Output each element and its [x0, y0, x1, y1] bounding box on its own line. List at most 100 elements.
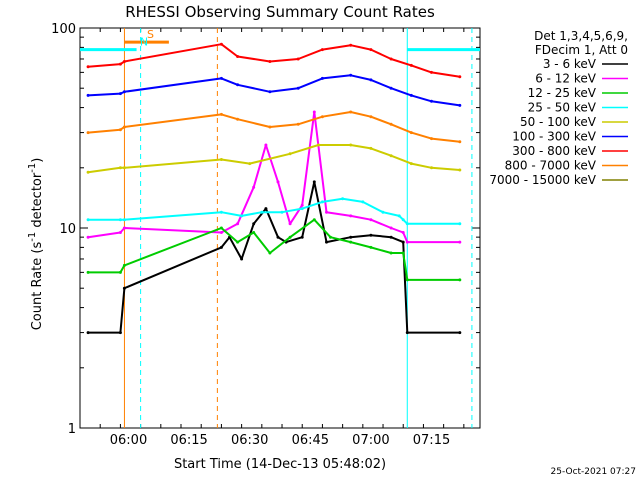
series-point [296, 122, 300, 126]
series-point [300, 207, 304, 211]
series-point [458, 222, 462, 226]
series-point [219, 231, 223, 234]
y-tick-label: 10 [59, 222, 76, 237]
series-point [349, 43, 353, 47]
series-point [236, 222, 240, 226]
series-point [325, 210, 328, 214]
series-point [430, 99, 433, 103]
series-point [86, 93, 90, 97]
series-point [268, 125, 272, 129]
series-point [389, 57, 393, 61]
series-point [122, 60, 126, 63]
series-point [369, 233, 373, 237]
series-point [122, 90, 126, 94]
series-point [312, 218, 316, 222]
x-tick-label: 06:45 [292, 433, 329, 448]
x-tick-label: 06:00 [110, 433, 147, 448]
series-point [409, 131, 413, 135]
series-point [268, 90, 272, 94]
series-point [288, 222, 292, 226]
y-axis-label-sup2: -1 [27, 163, 38, 173]
series-point [300, 203, 304, 207]
series-point [280, 210, 284, 214]
series-point [219, 226, 223, 230]
legend-header: Det 1,3,4,5,6,9, [534, 29, 628, 43]
series-point [252, 222, 256, 226]
y-axis-label-main: Count Rate (s [30, 242, 45, 331]
series-line [88, 74, 460, 107]
series-point [236, 55, 240, 58]
series-point [236, 240, 240, 244]
legend-label: 25 - 50 keV [528, 101, 597, 115]
series-point [369, 48, 373, 52]
series-point [118, 166, 122, 170]
series-point [312, 180, 316, 184]
series-point [86, 65, 90, 69]
x-tick-label: 07:15 [413, 433, 450, 448]
series-point [86, 170, 90, 174]
annotation-label: S [147, 28, 154, 41]
series-point [219, 112, 223, 116]
series-point [86, 235, 90, 239]
legend-label: 12 - 25 keV [528, 86, 597, 100]
chart-title: RHESSI Observing Summary Count Rates [125, 3, 435, 21]
series-point [349, 73, 353, 77]
footer-timestamp: 25-Oct-2021 07:27 [551, 467, 636, 477]
series-point [458, 103, 462, 107]
series-point [405, 240, 409, 244]
series-point [369, 78, 373, 82]
series-point [236, 83, 240, 87]
series-point [240, 214, 244, 218]
series-point [316, 143, 320, 147]
series-point [409, 162, 413, 166]
series-point [252, 185, 256, 189]
series-point [268, 251, 272, 255]
legend-label: 100 - 300 keV [512, 130, 596, 144]
series-point [118, 128, 122, 132]
series-point [260, 210, 264, 214]
legend-label: 300 - 800 keV [512, 144, 596, 158]
x-tick-label: 07:00 [352, 433, 389, 448]
plot-area: 1 10 100 06:00 06:15 06:30 06:45 07:00 07:15 SN [51, 22, 481, 448]
series-point [320, 115, 324, 119]
series-point [276, 235, 280, 239]
annotation-label: N [140, 36, 148, 49]
x-axis-label: Start Time (14-Dec-13 05:48:02) [174, 457, 386, 472]
series-point [122, 226, 126, 230]
series-point [458, 140, 462, 144]
series-point [118, 62, 122, 66]
series-point [118, 231, 122, 234]
series-point [122, 263, 126, 267]
series-point [430, 137, 433, 141]
series-point [349, 143, 353, 147]
x-tick-label: 06:30 [231, 433, 268, 448]
series-point [325, 240, 328, 244]
series-point [86, 331, 90, 335]
series-line [88, 111, 460, 143]
series-line [87, 111, 460, 244]
series-point [236, 117, 240, 121]
series-point [369, 146, 373, 150]
series-point [122, 218, 126, 222]
series-point [240, 257, 244, 261]
series-point [401, 240, 405, 244]
series-point [409, 63, 413, 67]
series-point [122, 286, 126, 290]
series-point [329, 235, 332, 239]
series-point [118, 92, 122, 96]
y-axis-label-tail: detector [30, 172, 45, 232]
series-point [248, 162, 252, 166]
series-point [458, 75, 462, 79]
series-line [88, 197, 460, 225]
series-point [320, 200, 324, 204]
y-tick-label: 1 [68, 422, 76, 437]
y-axis-label-end: ) [30, 158, 45, 163]
series-point [389, 122, 393, 126]
series-point [312, 110, 316, 114]
series-point [389, 226, 393, 230]
series-point [288, 152, 292, 156]
series-point [320, 48, 324, 52]
series-point [349, 110, 353, 114]
series-point [86, 270, 90, 274]
